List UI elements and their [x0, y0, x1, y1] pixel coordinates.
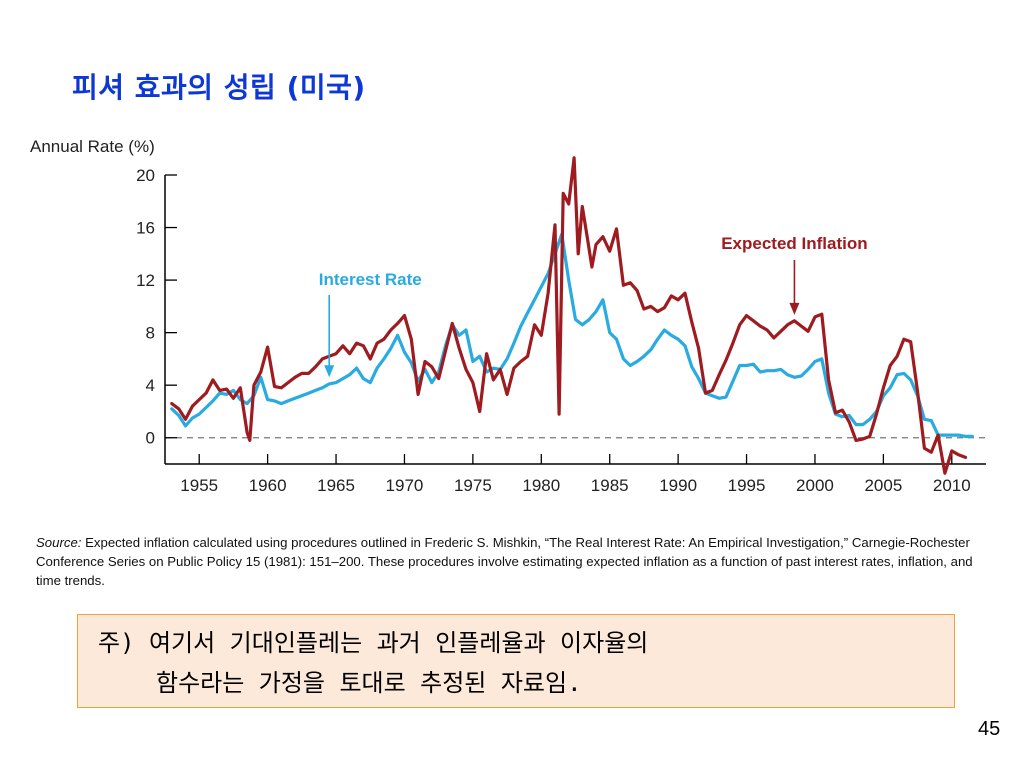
x-tick-label-2000: 2000: [796, 476, 834, 495]
source-label: Source:: [36, 535, 82, 550]
footnote-box: 주) 여기서 기대인플레는 과거 인플레율과 이자율의 함수라는 가정을 토대로…: [77, 614, 955, 708]
x-tick-label-1980: 1980: [522, 476, 560, 495]
page-number: 45: [978, 718, 1001, 740]
x-tick-label-1985: 1985: [591, 476, 629, 495]
x-tick-label-1995: 1995: [728, 476, 766, 495]
y-axis-label: Annual Rate (%): [30, 137, 155, 156]
interest-rate-arrow-head: [324, 365, 335, 378]
y-tick-label-12: 12: [136, 271, 155, 290]
source-note: Source: Expected inflation calculated us…: [36, 533, 996, 590]
interest-rate-line: [170, 232, 974, 438]
x-tick-label-1965: 1965: [317, 476, 355, 495]
expected-inflation-line: [170, 156, 968, 475]
x-tick-label-1975: 1975: [454, 476, 492, 495]
y-tick-label-4: 4: [146, 376, 155, 395]
y-tick-label-0: 0: [146, 429, 155, 448]
x-tick-label-1970: 1970: [386, 476, 424, 495]
expected-inflation-label: Expected Inflation: [721, 234, 867, 253]
x-tick-label-2010: 2010: [933, 476, 971, 495]
y-tick-label-8: 8: [146, 324, 155, 343]
x-tick-label-1960: 1960: [249, 476, 287, 495]
interest-rate-label: Interest Rate: [319, 270, 422, 289]
x-tick-label-1955: 1955: [180, 476, 218, 495]
footnote-line-2: 함수라는 가정을 토대로 추정된 자료임.: [156, 669, 582, 697]
source-text: Expected inflation calculated using proc…: [36, 535, 973, 588]
slide-title: 피셔 효과의 성립 (미국): [72, 71, 366, 104]
x-tick-label-1990: 1990: [659, 476, 697, 495]
y-tick-label-20: 20: [136, 166, 155, 185]
expected-inflation-arrow-head: [789, 302, 800, 315]
fisher-effect-chart: Annual Rate (%) 0 4 8 12 16 20 1955 1960 1965 197…: [30, 137, 986, 495]
y-tick-label-16: 16: [136, 219, 155, 238]
footnote-line-1: 주) 여기서 기대인플레는 과거 인플레율과 이자율의: [98, 629, 649, 657]
x-tick-label-2005: 2005: [864, 476, 902, 495]
